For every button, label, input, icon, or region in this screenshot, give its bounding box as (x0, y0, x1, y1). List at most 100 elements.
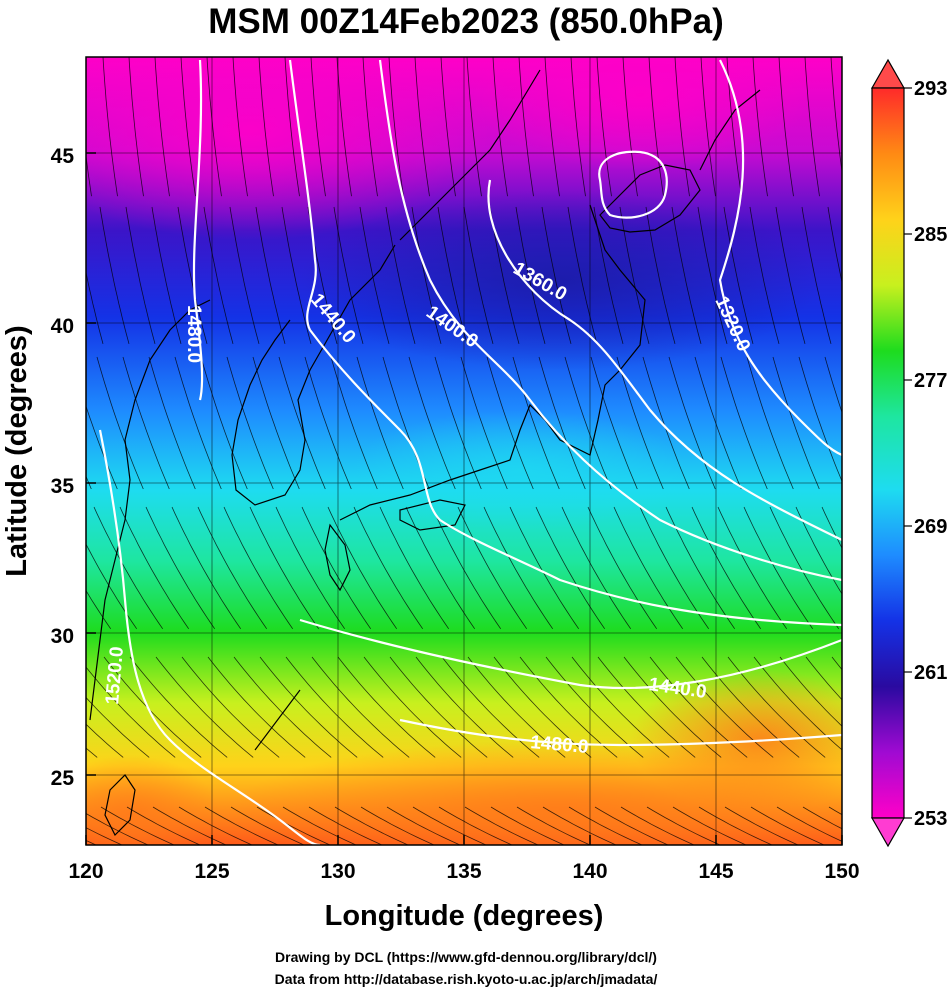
streamline (753, 656, 842, 751)
streamline (284, 57, 300, 197)
contour-1360 (487, 179, 842, 541)
streamline (86, 405, 118, 490)
warm-core-southwest (86, 755, 220, 845)
streamline (362, 57, 378, 197)
streamline (752, 57, 768, 197)
contour-1520 (98, 429, 321, 845)
streamline (570, 57, 586, 197)
colorbar-tick-label: 261 (914, 662, 947, 684)
axis-ticks (85, 152, 843, 845)
colorbar-tick-label: 269 (914, 516, 947, 538)
streamline (223, 506, 294, 630)
streamline (308, 806, 383, 845)
streamline (252, 356, 300, 490)
streamline (86, 813, 149, 845)
streamline (25, 57, 40, 196)
colorbar-min-arrow (870, 817, 906, 848)
streamline (805, 656, 842, 701)
streamline (749, 206, 780, 345)
streamline (259, 656, 358, 758)
streamline (620, 806, 695, 845)
streamline (594, 806, 669, 845)
streamline (353, 506, 424, 630)
honshu-coast (339, 204, 646, 521)
streamline (125, 206, 156, 345)
contour-1320 (718, 59, 842, 457)
streamline (414, 57, 430, 197)
cool-tongue-cyan (350, 410, 690, 530)
streamline (285, 656, 384, 758)
streamline (542, 806, 617, 845)
streamline (727, 656, 826, 758)
x-tick-label: 135 (446, 860, 481, 883)
streamline (821, 506, 842, 549)
map-plot: 1480.0 1440.0 1400.0 1360.0 1320.0 1520.… (0, 57, 842, 866)
streamline (463, 206, 494, 345)
colorbar-tick-label: 253 (914, 808, 947, 830)
streamline (490, 806, 565, 845)
streamline (0, 807, 72, 866)
y-tick-label: 40 (51, 315, 74, 338)
streamline (567, 206, 598, 345)
streamline (512, 356, 560, 490)
graticule (86, 57, 842, 845)
y-tick-label: 25 (51, 767, 75, 790)
streamline (827, 206, 842, 285)
cold-core-northeast (470, 57, 810, 170)
streamline (544, 57, 560, 197)
streamline (798, 356, 842, 483)
streamline (99, 206, 130, 345)
streamline (717, 506, 788, 630)
streamline (229, 206, 260, 345)
streamline (466, 57, 482, 197)
streamline (226, 356, 274, 490)
x-tick-label: 120 (68, 860, 103, 883)
streamline (96, 356, 144, 490)
x-tick-label: 150 (824, 860, 859, 883)
contour-label-1480-north: 1480.0 (183, 305, 204, 363)
streamline (697, 206, 728, 345)
streamline (483, 506, 554, 630)
streamline (51, 57, 66, 196)
streamline (230, 806, 305, 845)
streamline (492, 57, 508, 197)
chart-title: MSM 00Z14Feb2023 (850.0hPa) (208, 2, 724, 41)
streamline (22, 207, 51, 344)
streamline (561, 506, 632, 630)
streamline (674, 57, 690, 197)
streamline (356, 356, 404, 490)
streamline (564, 356, 612, 490)
streamline (622, 57, 638, 197)
colorbar-tick-label: 293 (914, 78, 947, 100)
streamline (102, 57, 118, 197)
streamline (646, 806, 721, 845)
streamline (275, 506, 346, 630)
streamline (541, 206, 572, 345)
coastlines (89, 69, 761, 837)
streamline (700, 57, 716, 197)
contour-label-1520: 1520.0 (102, 646, 128, 706)
streamline (301, 506, 372, 630)
streamline (282, 806, 357, 845)
streamline (590, 356, 638, 490)
streamline (516, 806, 591, 845)
streamline (386, 806, 461, 845)
colorbar-body (871, 87, 905, 819)
streamline (778, 57, 794, 197)
streamline (330, 356, 378, 490)
streamline (750, 806, 825, 845)
x-tick-label: 125 (194, 860, 229, 883)
streamline (623, 656, 722, 758)
streamline (486, 356, 534, 490)
streamline (672, 806, 747, 845)
streamline (538, 356, 586, 490)
streamline (596, 57, 612, 197)
streamline (180, 57, 196, 197)
streamline (177, 206, 208, 345)
streamline (171, 506, 242, 630)
streamline (775, 206, 806, 345)
sakhalin-coast (699, 89, 761, 171)
streamline (509, 506, 580, 630)
streamline (86, 666, 176, 758)
